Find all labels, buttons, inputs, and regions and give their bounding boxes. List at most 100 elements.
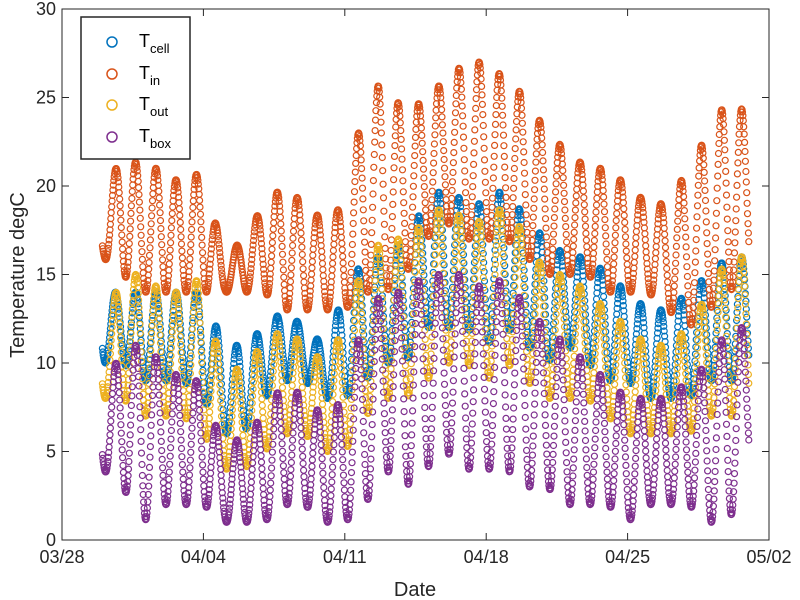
- data-point: [448, 283, 457, 291]
- data-point: [499, 121, 507, 129]
- data-point: [683, 272, 692, 281]
- data-point: [379, 180, 387, 188]
- data-point: [165, 475, 173, 483]
- data-point: [743, 313, 751, 321]
- data-point: [295, 202, 303, 210]
- data-point: [206, 376, 214, 384]
- data-point: [560, 189, 568, 197]
- data-point: [370, 163, 378, 171]
- data-point: [120, 262, 128, 271]
- data-point: [129, 301, 137, 309]
- data-point: [602, 248, 611, 256]
- data-point: [133, 167, 141, 175]
- data-point: [720, 136, 729, 144]
- data-point: [653, 329, 662, 337]
- data-point: [154, 176, 162, 184]
- data-point: [440, 164, 449, 172]
- data-point: [108, 203, 116, 211]
- data-point: [732, 217, 740, 225]
- data-point: [470, 160, 478, 168]
- data-point: [164, 281, 172, 289]
- data-point: [206, 260, 214, 268]
- data-point: [218, 269, 226, 277]
- data-point: [498, 102, 506, 110]
- data-point: [139, 482, 147, 490]
- data-point: [99, 351, 107, 359]
- data-point: [458, 241, 466, 249]
- data-point: [639, 314, 647, 322]
- data-point: [148, 212, 156, 220]
- data-point: [603, 263, 612, 271]
- data-point: [119, 461, 127, 470]
- data-point: [265, 286, 273, 294]
- data-point: [104, 244, 112, 252]
- data-point: [380, 207, 388, 215]
- data-point: [285, 299, 293, 307]
- data-point: [106, 431, 114, 439]
- data-point: [579, 187, 588, 195]
- data-point: [440, 155, 448, 164]
- data-point: [451, 118, 459, 126]
- data-point: [135, 198, 143, 206]
- data-point: [509, 281, 518, 289]
- data-point: [257, 452, 265, 460]
- data-point: [744, 229, 753, 237]
- data-point: [351, 178, 359, 186]
- data-point: [468, 305, 476, 313]
- data-point: [500, 142, 508, 150]
- data-point: [642, 254, 651, 262]
- data-point: [219, 276, 227, 284]
- data-point: [659, 314, 667, 322]
- data-point: [550, 214, 559, 222]
- data-point: [256, 341, 264, 349]
- data-point: [234, 347, 242, 355]
- data-point: [549, 245, 557, 253]
- data-point: [146, 453, 154, 461]
- data-point: [702, 207, 710, 215]
- data-marks: [98, 58, 753, 526]
- data-point: [682, 253, 691, 261]
- data-point: [448, 194, 456, 202]
- data-point: [592, 201, 601, 209]
- data-point: [360, 331, 368, 339]
- data-point: [297, 229, 305, 237]
- data-point: [361, 258, 369, 266]
- data-point: [349, 230, 357, 238]
- data-point: [529, 213, 537, 221]
- data-point: [135, 191, 143, 199]
- data-point: [501, 270, 509, 278]
- data-point: [388, 213, 396, 221]
- data-point: [452, 100, 460, 108]
- data-point: [143, 284, 151, 292]
- data-point: [156, 209, 164, 217]
- data-point: [573, 268, 582, 276]
- data-point: [165, 468, 173, 476]
- data-point: [248, 255, 256, 264]
- data-point: [246, 269, 255, 277]
- data-point: [315, 222, 324, 230]
- data-point: [559, 167, 567, 175]
- data-point: [693, 352, 701, 360]
- data-point: [551, 196, 559, 204]
- data-point: [572, 199, 580, 207]
- data-point: [479, 121, 487, 130]
- data-point: [551, 188, 560, 196]
- data-point: [178, 247, 186, 255]
- data-point: [520, 169, 529, 177]
- data-point: [488, 203, 496, 211]
- data-point: [694, 181, 702, 189]
- data-point: [179, 260, 187, 268]
- data-point: [299, 258, 307, 266]
- data-point: [431, 122, 439, 130]
- data-point: [275, 197, 283, 205]
- data-point: [570, 228, 578, 236]
- data-point: [153, 172, 162, 180]
- data-point: [631, 240, 640, 248]
- data-point: [331, 219, 340, 227]
- data-point: [357, 156, 365, 164]
- data-point: [166, 246, 174, 254]
- data-point: [117, 421, 125, 429]
- data-point: [150, 178, 158, 186]
- data-point: [660, 322, 668, 330]
